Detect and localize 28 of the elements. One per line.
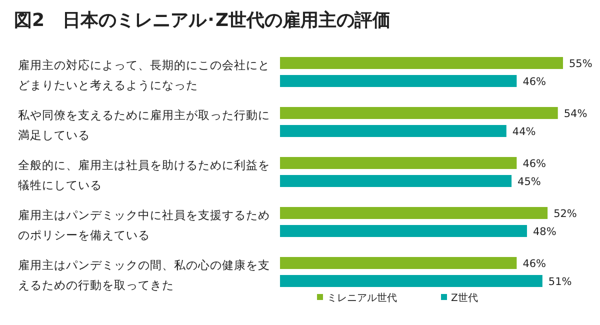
category-label: 雇用主はパンデミック中に社員を支援するためのポリシーを備えている [18, 207, 271, 244]
bar [280, 57, 563, 69]
data-label: 55% [569, 58, 592, 70]
data-label: 46% [522, 258, 546, 270]
bar [280, 125, 506, 137]
data-label: 51% [548, 276, 572, 288]
bar [280, 225, 527, 237]
legend-label: ミレニアル世代 [327, 292, 397, 304]
bar [280, 175, 512, 187]
bar [280, 275, 542, 287]
category-label: 全般的に、雇用主は社員を助けるために利益を犠牲にしている [18, 157, 271, 194]
category-label: 私や同僚を支えるために雇用主が取った行動に満足している [18, 107, 271, 144]
data-label: 46% [522, 158, 546, 170]
bar [280, 157, 517, 169]
data-label: 52% [554, 208, 577, 220]
data-label: 54% [564, 108, 588, 120]
bar [280, 207, 548, 219]
bar [280, 257, 517, 269]
data-label: 46% [522, 76, 546, 88]
data-label: 48% [532, 226, 556, 238]
data-label: 44% [512, 126, 536, 138]
category-label: 雇用主の対応によって、長期的にこの会社にとどまりたいと考えるようになった [18, 57, 271, 94]
bar [280, 107, 558, 119]
chart-title: 図2 日本のミレニアル･Z世代の雇用主の評価 [14, 10, 391, 31]
category-label: 雇用主はパンデミックの間、私の心の健康を支えるための行動を取ってきた [18, 257, 271, 294]
legend-label: Z世代 [451, 292, 478, 304]
data-label: 45% [518, 176, 541, 188]
bar [280, 75, 517, 87]
